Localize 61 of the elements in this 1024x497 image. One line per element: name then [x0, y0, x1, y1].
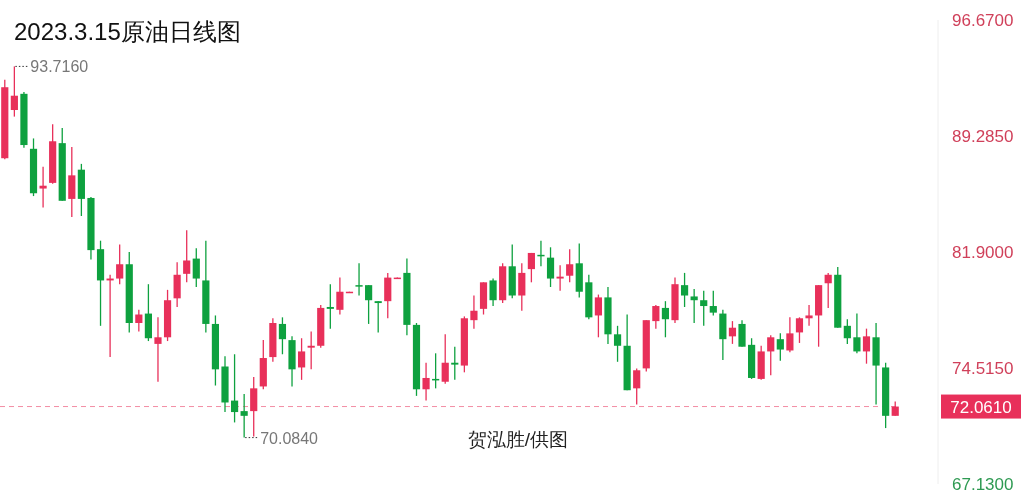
- candlestick: [805, 304, 813, 327]
- candlestick: [250, 376, 258, 438]
- candlestick: [862, 328, 871, 365]
- candlestick: [661, 300, 670, 338]
- y-tick-label: 89.2850: [952, 127, 1014, 146]
- candlestick: [230, 353, 239, 424]
- candlestick: [10, 65, 18, 118]
- annotation: 70.0840: [260, 429, 319, 447]
- candlestick: [527, 252, 535, 283]
- candlestick: [298, 337, 306, 381]
- candlestick: [307, 330, 315, 370]
- chart-title: 2023.3.15原油日线图: [14, 18, 241, 45]
- y-tick-label: 96.6700: [952, 11, 1014, 30]
- candlestick: [278, 316, 287, 355]
- candlestick: [441, 333, 449, 385]
- candlestick: [336, 276, 344, 316]
- candlestick: [384, 272, 392, 319]
- candlestick: [518, 262, 526, 312]
- candlestick: [365, 284, 373, 325]
- candlestick: [154, 316, 162, 383]
- candlestick: [489, 277, 497, 307]
- candlestick: [824, 272, 832, 309]
- candlestick: [422, 362, 430, 402]
- candlestick: [843, 318, 851, 345]
- candlestick: [183, 229, 191, 283]
- candlestick: [767, 334, 775, 376]
- candlestick: [680, 272, 689, 308]
- annotation: 93.7160: [30, 58, 89, 76]
- candlestick: [68, 146, 76, 218]
- ref-line-label: 72.0610: [950, 397, 1012, 417]
- candlestick: [633, 367, 641, 406]
- candlestick: [556, 264, 564, 292]
- candlestick: [355, 262, 363, 297]
- candlestick: [738, 319, 746, 348]
- candlestick: [173, 261, 181, 308]
- candlestick: [786, 316, 794, 354]
- candlestick: [709, 290, 717, 317]
- candlestick: [613, 325, 622, 363]
- y-tick-label: 67.1300: [952, 475, 1014, 494]
- candlestick: [470, 294, 478, 330]
- candlestick: [192, 247, 200, 288]
- candlestick: [39, 166, 47, 209]
- candlestick: [240, 393, 248, 439]
- candlestick: [116, 243, 124, 285]
- candlestick: [594, 293, 602, 338]
- y-tick-label: 81.9000: [952, 243, 1014, 262]
- candlestick: [700, 290, 708, 327]
- candlestick: [326, 283, 334, 330]
- candlestick: [690, 288, 698, 324]
- y-tick-label: 74.5150: [952, 359, 1014, 378]
- candlestick: [795, 316, 804, 344]
- annotation: 贺泓胜/供图: [467, 429, 569, 450]
- candlestick: [853, 312, 861, 354]
- candlestick: [374, 300, 382, 334]
- candlestick: [546, 246, 555, 288]
- candlestick: [776, 332, 784, 362]
- candlestick: [728, 320, 737, 345]
- candlestick: [652, 304, 660, 330]
- candlestick: [135, 309, 143, 333]
- candlestick: [451, 346, 459, 381]
- candlestick: [566, 248, 574, 283]
